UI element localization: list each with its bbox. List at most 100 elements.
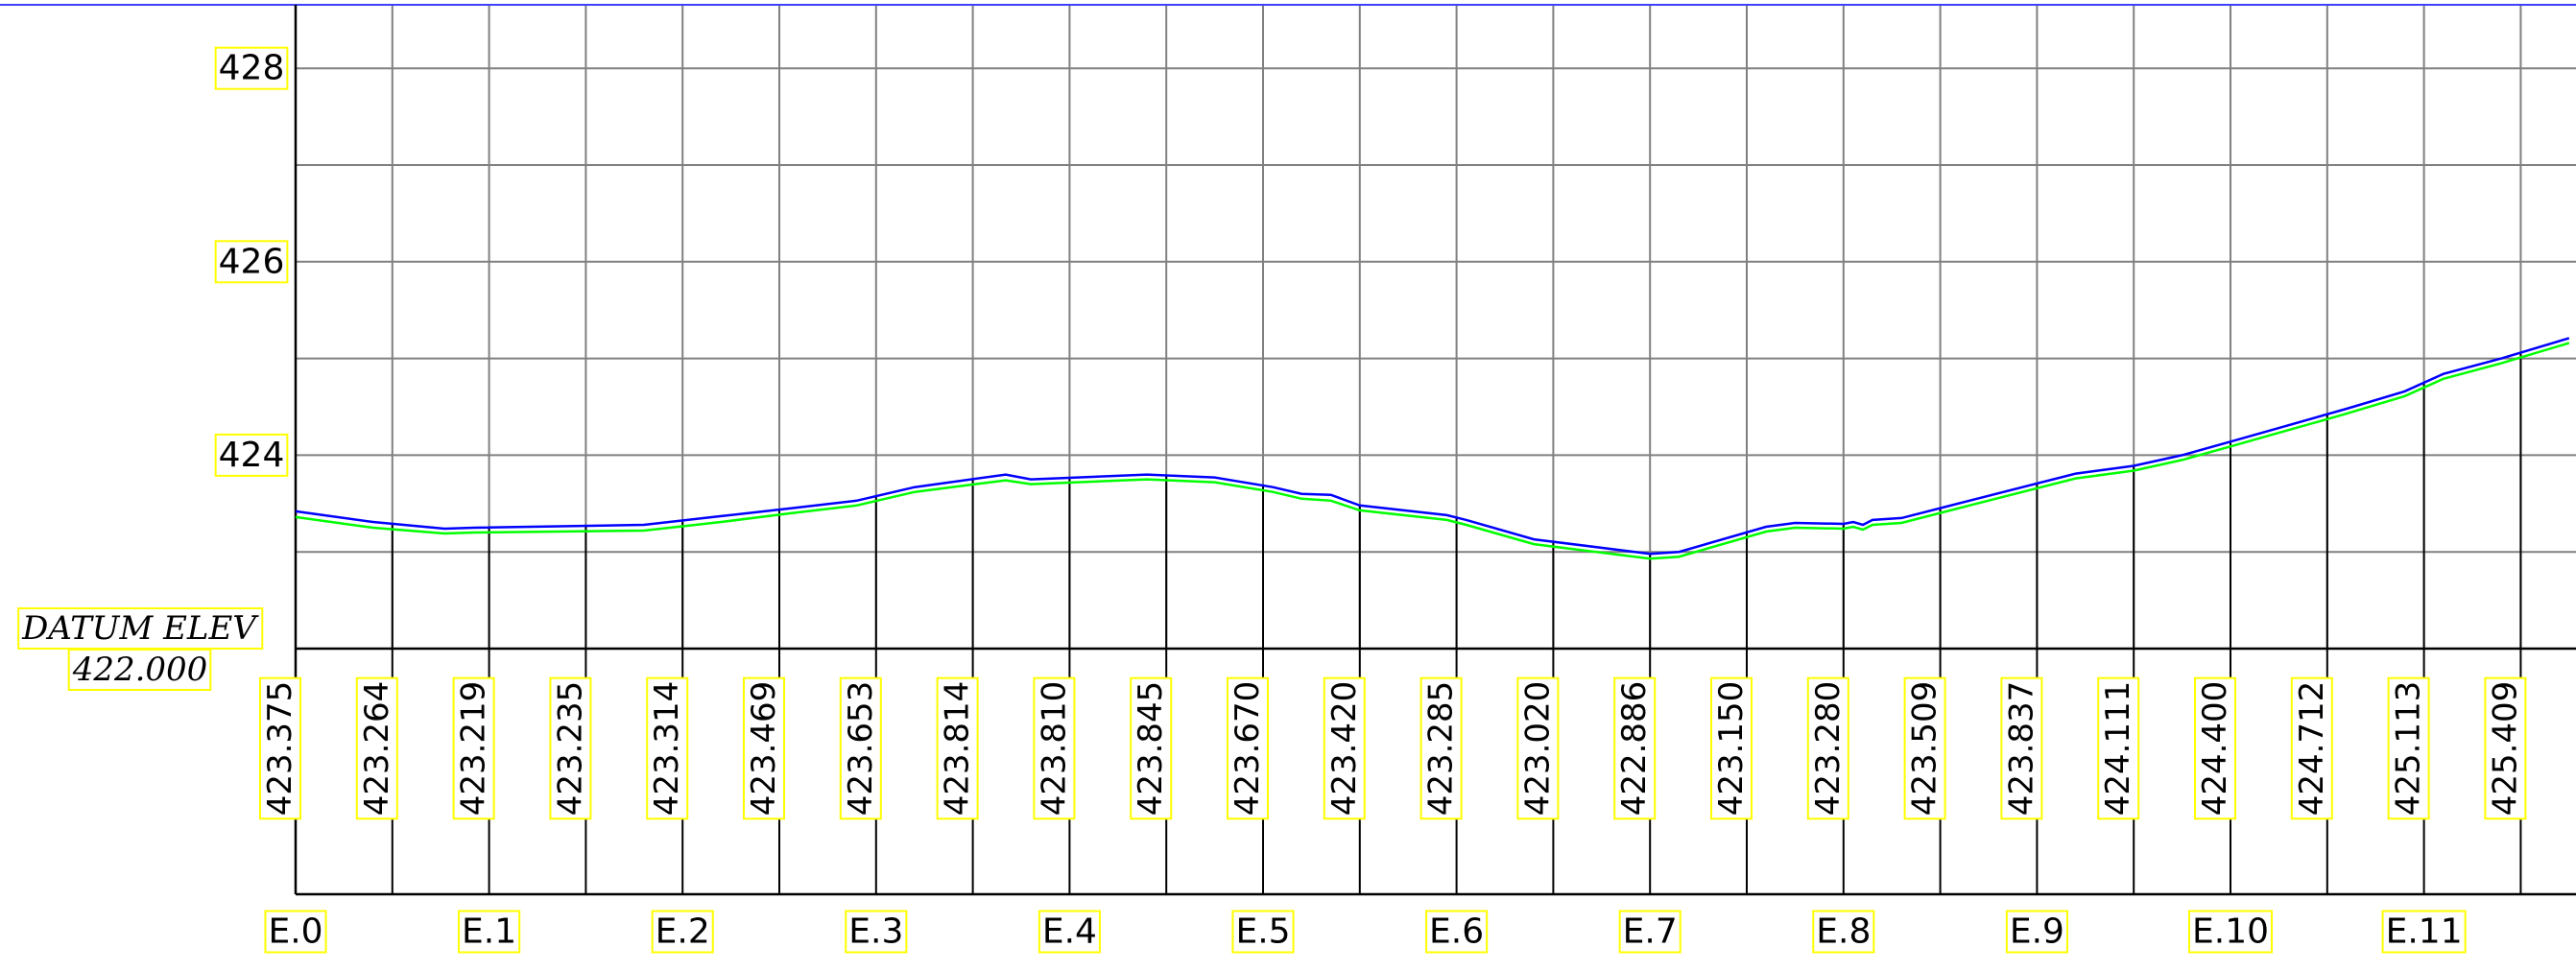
elevation-label-box bbox=[259, 676, 301, 820]
elevation-label-text: 423.420 bbox=[1325, 681, 1364, 817]
elevation-label-box bbox=[1806, 676, 1849, 820]
elevation-label-box bbox=[1033, 676, 1076, 820]
elevation-label-box bbox=[2194, 676, 2236, 820]
elevation-label-box bbox=[1227, 676, 1269, 820]
station-label-text: E.2 bbox=[656, 912, 710, 952]
elevation-label-text: 423.219 bbox=[455, 681, 493, 817]
station-label: E.1 bbox=[458, 910, 521, 954]
elevation-label: 423.314 bbox=[646, 676, 689, 820]
elevation-label-box bbox=[2387, 676, 2430, 820]
station-label-box bbox=[1231, 910, 1295, 954]
elevation-label-text: 424.712 bbox=[2293, 681, 2331, 817]
elevation-label: 423.810 bbox=[1033, 676, 1076, 820]
datum-elev-value-text: 422.000 bbox=[72, 651, 208, 689]
elevation-label: 423.264 bbox=[355, 676, 398, 820]
station-label: E.3 bbox=[845, 910, 908, 954]
station-label-text: E.8 bbox=[1816, 912, 1871, 952]
station-label-box bbox=[264, 910, 327, 954]
elevation-label-text: 423.509 bbox=[1906, 681, 1944, 817]
elevation-label: 424.400 bbox=[2194, 676, 2236, 820]
elevation-label: 423.469 bbox=[743, 676, 785, 820]
elevation-label-box bbox=[2484, 676, 2527, 820]
station-label: E.11 bbox=[2381, 910, 2467, 954]
station-label-box bbox=[1038, 910, 1101, 954]
elevation-label-box bbox=[452, 676, 495, 820]
elevation-label-text: 424.400 bbox=[2196, 681, 2234, 817]
elevation-label: 423.219 bbox=[452, 676, 495, 820]
elevation-label: 423.814 bbox=[936, 676, 979, 820]
station-label-text: E.9 bbox=[2010, 912, 2064, 952]
elevation-label: 424.712 bbox=[2290, 676, 2333, 820]
elevation-label-text: 423.837 bbox=[2002, 681, 2040, 817]
station-label-text: E.11 bbox=[2386, 912, 2463, 952]
elevation-label-box bbox=[355, 676, 398, 820]
station-label-box bbox=[651, 910, 714, 954]
elevation-label-text: 423.845 bbox=[1132, 681, 1170, 817]
station-label-text: E.10 bbox=[2192, 912, 2269, 952]
elevation-label: 423.420 bbox=[1323, 676, 1366, 820]
elevation-label-box bbox=[2290, 676, 2333, 820]
station-label: E.2 bbox=[651, 910, 714, 954]
station-label: E.9 bbox=[2005, 910, 2068, 954]
y-tick-label-box bbox=[214, 46, 289, 90]
elevation-label-box bbox=[1613, 676, 1657, 820]
station-label: E.5 bbox=[1231, 910, 1295, 954]
elevation-label-box bbox=[1419, 676, 1463, 820]
elevation-label: 423.837 bbox=[2000, 676, 2043, 820]
station-label-text: E.3 bbox=[848, 912, 903, 952]
datum-elev-value-box bbox=[67, 649, 212, 691]
elevation-label: 423.375 bbox=[259, 676, 301, 820]
elevation-label: 423.235 bbox=[549, 676, 592, 820]
elevation-label-box bbox=[743, 676, 785, 820]
station-label: E.0 bbox=[264, 910, 327, 954]
station-label: E.4 bbox=[1038, 910, 1101, 954]
profile-line-blue bbox=[295, 337, 2570, 556]
elevation-label: 423.509 bbox=[1903, 676, 1946, 820]
elevation-label: 423.150 bbox=[1710, 676, 1753, 820]
station-label-text: E.0 bbox=[268, 912, 322, 952]
y-tick-label: 424 bbox=[214, 433, 289, 477]
elevation-label: 424.111 bbox=[2097, 676, 2140, 820]
elevation-label: 422.886 bbox=[1613, 676, 1657, 820]
elevation-label-box bbox=[2000, 676, 2043, 820]
elevation-label-text: 423.150 bbox=[1712, 681, 1751, 817]
y-tick-label: 428 bbox=[214, 46, 289, 90]
station-label-box bbox=[458, 910, 521, 954]
elevation-label-text: 423.810 bbox=[1035, 681, 1073, 817]
elevation-label: 423.020 bbox=[1516, 676, 1560, 820]
profile-line-green bbox=[295, 342, 2570, 560]
station-label-text: E.4 bbox=[1042, 912, 1097, 952]
elevation-label-box bbox=[1323, 676, 1366, 820]
station-label-box bbox=[1812, 910, 1875, 954]
y-tick-label-text: 428 bbox=[219, 49, 285, 88]
station-label-text: E.1 bbox=[462, 912, 516, 952]
elevation-label-text: 422.886 bbox=[1615, 681, 1654, 817]
elevation-label-text: 424.111 bbox=[2099, 681, 2137, 817]
grid-layer bbox=[295, 5, 2576, 649]
elevation-label-text: 423.469 bbox=[745, 681, 783, 817]
elevation-label-text: 423.814 bbox=[939, 681, 977, 817]
elevation-label-text: 423.020 bbox=[1518, 681, 1557, 817]
elevation-label-text: 423.670 bbox=[1228, 681, 1267, 817]
elevation-label-text: 423.235 bbox=[551, 681, 589, 817]
datum-elev-label-box bbox=[17, 607, 264, 650]
elevation-label-box bbox=[549, 676, 592, 820]
datum-elev-label: DATUM ELEV bbox=[17, 607, 264, 650]
elevation-label-text: 425.113 bbox=[2390, 681, 2428, 817]
y-tick-label-box bbox=[214, 433, 289, 477]
station-label-box bbox=[1618, 910, 1682, 954]
elevation-label-text: 423.280 bbox=[1809, 681, 1848, 817]
elevation-label: 425.113 bbox=[2387, 676, 2430, 820]
station-label-box bbox=[2005, 910, 2068, 954]
elevation-label-text: 423.264 bbox=[358, 681, 396, 817]
elevation-label: 423.653 bbox=[839, 676, 882, 820]
elevation-label: 423.280 bbox=[1806, 676, 1849, 820]
y-tick-label: 426 bbox=[214, 240, 289, 284]
elevation-label-box bbox=[646, 676, 689, 820]
station-label: E.6 bbox=[1425, 910, 1489, 954]
station-label-text: E.5 bbox=[1235, 912, 1290, 952]
station-label-box bbox=[1425, 910, 1489, 954]
elevation-label-box bbox=[1130, 676, 1173, 820]
